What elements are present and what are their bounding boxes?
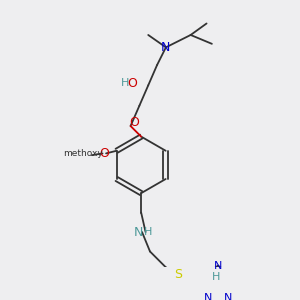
Text: N: N xyxy=(203,292,212,300)
Text: N: N xyxy=(224,292,232,300)
Text: H: H xyxy=(144,227,152,237)
Text: N: N xyxy=(214,261,222,271)
Text: O: O xyxy=(128,77,137,90)
Text: N: N xyxy=(134,226,143,238)
Text: H: H xyxy=(212,272,220,282)
Text: O: O xyxy=(129,116,139,129)
Text: O: O xyxy=(99,147,109,160)
Text: S: S xyxy=(174,268,182,281)
Text: methoxy: methoxy xyxy=(63,149,103,158)
Text: N: N xyxy=(161,41,171,54)
Text: H: H xyxy=(121,78,129,88)
